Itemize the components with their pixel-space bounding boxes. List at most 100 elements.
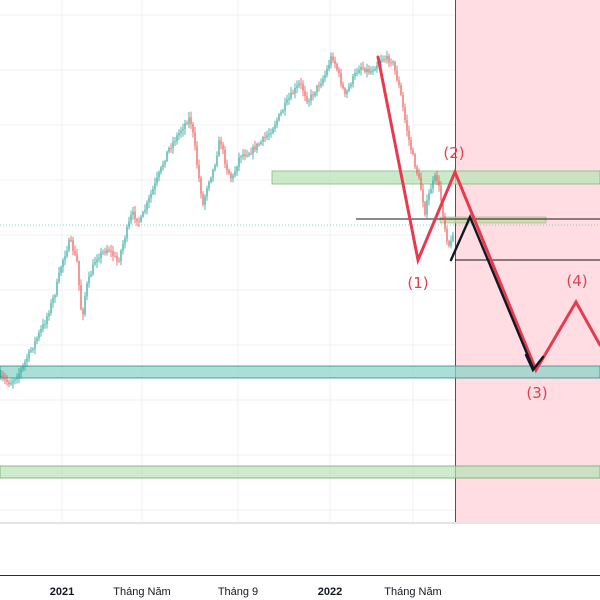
candle-body xyxy=(238,157,240,167)
candle-body xyxy=(424,202,426,215)
candle-body xyxy=(78,261,80,286)
candle-body xyxy=(232,175,234,179)
candle-body xyxy=(206,188,208,197)
candle-body xyxy=(318,85,320,87)
candle-body xyxy=(278,114,280,121)
candle-body xyxy=(392,61,394,63)
candle-body xyxy=(328,64,330,69)
candle-body xyxy=(330,56,332,65)
candle-body xyxy=(130,214,132,222)
candle-body xyxy=(434,175,436,181)
candlestick-series xyxy=(0,50,454,389)
candle-body xyxy=(28,351,30,359)
candle-body xyxy=(32,348,34,351)
candle-body xyxy=(396,70,398,81)
candle-body xyxy=(352,76,354,85)
candle-body xyxy=(104,251,106,253)
candle-body xyxy=(366,69,368,72)
candle-body xyxy=(326,68,328,76)
candle-body xyxy=(228,170,230,174)
candle-body xyxy=(10,383,12,385)
candle-body xyxy=(86,283,88,297)
candle-body xyxy=(430,188,432,193)
candle-body xyxy=(182,128,184,131)
candle-body xyxy=(338,69,340,74)
candle-body xyxy=(66,250,68,257)
projected-wave-path xyxy=(376,55,600,374)
candle-body xyxy=(152,188,154,195)
candle-body xyxy=(92,264,94,275)
candle-body xyxy=(282,110,284,113)
candle-body xyxy=(306,96,308,102)
candle-body xyxy=(188,117,190,124)
candle-body xyxy=(214,165,216,170)
candle-body xyxy=(358,70,360,73)
wave-projections xyxy=(376,55,600,374)
candle-body xyxy=(428,193,430,201)
candle-body xyxy=(276,120,278,125)
candle-body xyxy=(176,135,178,142)
grid-lines xyxy=(0,0,600,522)
candle-body xyxy=(162,164,164,168)
candle-body xyxy=(184,123,186,129)
support-zone xyxy=(0,365,600,379)
candle-body xyxy=(60,267,62,273)
candle-body xyxy=(16,377,18,380)
candle-body xyxy=(288,98,290,100)
candle-body xyxy=(448,241,450,246)
candle-body xyxy=(204,196,206,205)
candle-body xyxy=(236,166,238,172)
candle-body xyxy=(268,133,270,136)
candle-body xyxy=(362,67,364,69)
candle-body xyxy=(332,56,334,61)
candle-body xyxy=(46,316,48,325)
candle-body xyxy=(108,249,110,251)
candle-body xyxy=(74,250,76,255)
candle-body xyxy=(138,221,140,223)
candle-body xyxy=(376,65,378,69)
candle-body xyxy=(24,361,26,365)
candle-body xyxy=(132,211,134,215)
candle-body xyxy=(342,84,344,89)
candle-body xyxy=(120,250,122,261)
candle-body xyxy=(186,123,188,125)
candle-body xyxy=(304,90,306,97)
candle-body xyxy=(346,90,348,94)
candle-body xyxy=(388,56,390,63)
wave-labels: (1) (2) (3) (4) xyxy=(407,144,587,402)
candle-body xyxy=(134,211,136,219)
candle-body xyxy=(422,189,424,203)
candle-body xyxy=(202,194,204,205)
candle-body xyxy=(72,240,74,251)
candle-body xyxy=(76,254,78,262)
candle-body xyxy=(440,185,442,200)
candle-body xyxy=(0,375,2,378)
candle-body xyxy=(290,92,292,99)
candle-body xyxy=(118,260,120,262)
candle-body xyxy=(364,68,366,72)
candle-body xyxy=(222,144,224,150)
candle-body xyxy=(244,154,246,156)
candle-body xyxy=(354,72,356,76)
candle-body xyxy=(148,198,150,203)
candle-body xyxy=(42,324,44,329)
candle-body xyxy=(350,84,352,87)
candle-body xyxy=(126,227,128,239)
candle-body xyxy=(178,133,180,136)
candle-body xyxy=(414,154,416,167)
candle-body xyxy=(416,167,418,174)
candle-body xyxy=(438,180,440,186)
candle-body xyxy=(12,380,14,384)
candle-body xyxy=(136,218,138,222)
candle-body xyxy=(446,229,448,242)
candle-body xyxy=(116,256,118,261)
candle-body xyxy=(54,295,56,298)
candle-body xyxy=(400,85,402,95)
candle-body xyxy=(2,375,4,378)
candle-body xyxy=(418,173,420,178)
candle-body xyxy=(226,164,228,170)
candle-body xyxy=(82,309,84,315)
candle-body xyxy=(264,137,266,139)
candle-body xyxy=(196,145,198,165)
candle-body xyxy=(6,379,8,382)
